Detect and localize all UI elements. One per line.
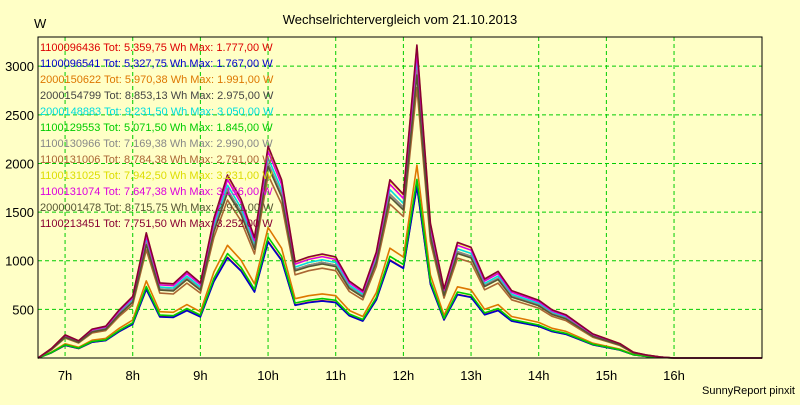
x-tick-label: 14h: [528, 368, 550, 383]
x-tick-label: 15h: [596, 368, 618, 383]
legend-entry: 1100129553 Tot: 5.071,50 Wh Max: 1.845,0…: [40, 122, 273, 134]
legend-entry: 1100130966 Tot: 7.169,38 Wh Max: 2.990,0…: [40, 138, 273, 150]
y-tick-label: 3000: [5, 59, 34, 74]
x-tick-label: 16h: [663, 368, 685, 383]
x-tick-label: 8h: [125, 368, 139, 383]
tick-layer: 500 1000 1500 2000 2500 3000 7h 8h 9h 10h 11h 12h 13…: [5, 59, 685, 383]
legend-entry: 1100096436 Tot: 5.359,75 Wh Max: 1.777,0…: [40, 42, 273, 54]
x-tick-label: 11h: [325, 368, 346, 383]
y-axis-label: W: [34, 16, 47, 31]
x-tick-label: 10h: [257, 368, 279, 383]
series-layer: [37, 44, 762, 359]
y-tick-label: 2000: [5, 156, 34, 171]
series-line: [37, 44, 762, 359]
legend-entry: 2000150622 Tot: 5.970,38 Wh Max: 1.991,0…: [40, 74, 274, 86]
x-tick-label: 7h: [58, 368, 72, 383]
legend: 1100096436 Tot: 5.359,75 Wh Max: 1.777,0…: [40, 42, 274, 230]
legend-entry: 1100096541 Tot: 5.327,75 Wh Max: 1.767,0…: [40, 58, 273, 70]
x-tick-label: 12h: [393, 368, 415, 383]
chart-title: Wechselrichtervergleich vom 21.10.2013: [283, 12, 518, 27]
legend-entry: 1100131006 Tot: 8.784,38 Wh Max: 2.791,0…: [40, 154, 273, 166]
y-tick-label: 500: [12, 302, 34, 317]
legend-entry: 1100131074 Tot: 7.647,38 Wh Max: 3.156,0…: [40, 186, 273, 198]
legend-entry: 2000154799 Tot: 8.853,13 Wh Max: 2.975,0…: [40, 90, 274, 102]
footer-credit: SunnyReport pinxit: [702, 385, 795, 397]
plot-frame: [37, 36, 763, 359]
series-line: [37, 178, 762, 359]
x-tick-label: 9h: [193, 368, 207, 383]
x-tick-label: 13h: [460, 368, 482, 383]
legend-entry: 1100131025 Tot: 7.942,50 Wh Max: 3.231,0…: [40, 170, 273, 182]
y-tick-label: 1500: [5, 205, 34, 220]
legend-entry: 1100213451 Tot: 7.751,50 Wh Max: 3.252,0…: [40, 218, 273, 230]
legend-entry: 2000001478 Tot: 8.715,75 Wh Max: 2.931,0…: [40, 202, 274, 214]
y-tick-label: 2500: [5, 108, 34, 123]
legend-entry: 2000148883 Tot: 9.231,50 Wh Max: 3.050,0…: [40, 106, 274, 118]
y-tick-label: 1000: [5, 254, 34, 269]
